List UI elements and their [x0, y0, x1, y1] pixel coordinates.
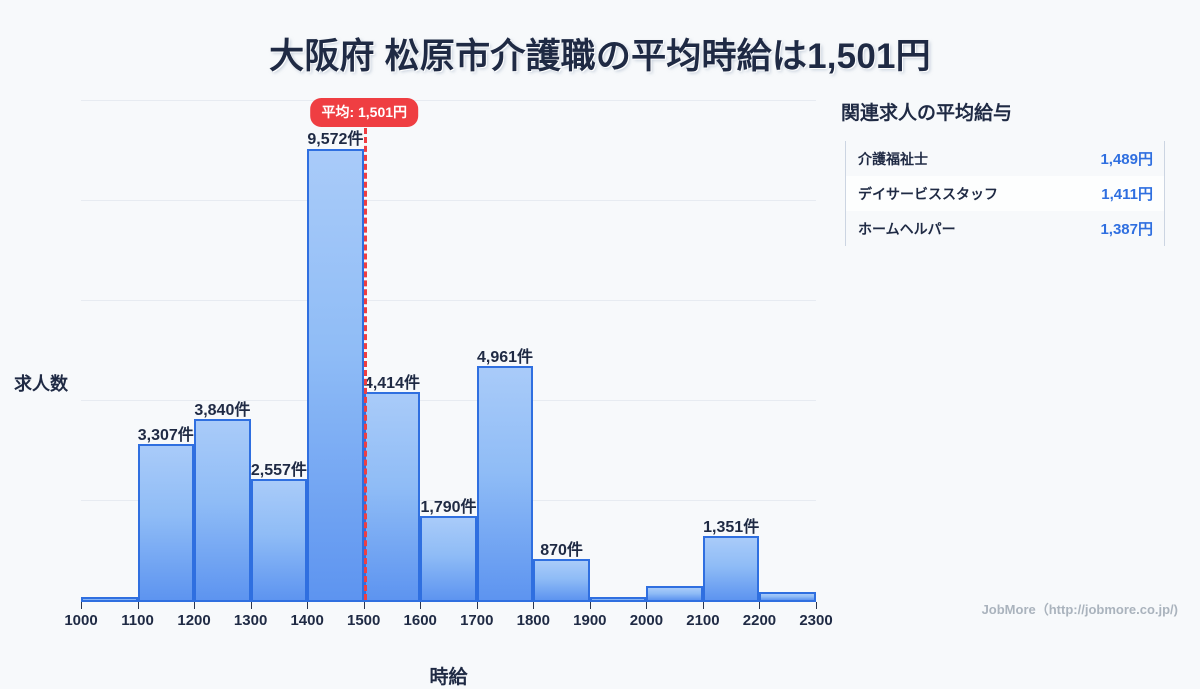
- x-axis-tick-label: 2300: [799, 612, 833, 629]
- page-title: 大阪府 松原市介護職の平均時給は1,501円: [269, 37, 931, 76]
- bar-value-label: 4,961件: [477, 348, 534, 366]
- x-axis-tick-label: 1500: [347, 612, 381, 629]
- bar-value-label: 2,557件: [250, 462, 307, 480]
- related-job-row[interactable]: デイサービススタッフ 1,411円: [846, 176, 1164, 211]
- average-wage-badge: 平均: 1,501円: [310, 98, 419, 127]
- related-job-value: 1,387円: [1100, 221, 1153, 238]
- x-axis-tick: [420, 602, 422, 609]
- x-axis-line: [81, 600, 816, 602]
- gridline: [81, 400, 816, 401]
- x-axis-tick: [476, 602, 478, 609]
- gridline: [81, 200, 816, 201]
- related-jobs-table: 介護福祉士 1,489円デイサービススタッフ 1,411円ホームヘルパー 1,387円: [845, 141, 1165, 246]
- bar-value-label: 3,307件: [137, 427, 194, 444]
- histogram-bar[interactable]: [759, 592, 816, 600]
- x-axis-tick: [137, 602, 139, 609]
- x-axis-tick: [250, 602, 252, 609]
- related-job-value: 1,489円: [1100, 151, 1153, 168]
- related-jobs-panel: 関連求人の平均給与 介護福祉士 1,489円デイサービススタッフ 1,411円ホーム…: [836, 98, 1176, 246]
- histogram-bar[interactable]: [476, 366, 534, 600]
- x-axis-tick: [589, 602, 591, 609]
- footer-credit: JobMore（http://jobmore.co.jp/): [981, 602, 1178, 617]
- related-job-label: デイサービススタッフ: [858, 185, 998, 202]
- x-axis-tick-label: 1600: [403, 612, 437, 629]
- histogram-bar[interactable]: [646, 586, 703, 600]
- bar-value-label: 3,840件: [194, 401, 251, 419]
- bar-value-label: 870件: [540, 541, 583, 559]
- x-axis-tick-label: 1400: [290, 612, 324, 629]
- related-job-row[interactable]: ホームヘルパー 1,387円: [846, 211, 1164, 246]
- bar-value-label: 4,414件: [363, 374, 420, 392]
- related-job-label: ホームヘルパー: [858, 220, 956, 237]
- related-jobs-title: 関連求人の平均給与: [841, 103, 1013, 124]
- x-axis-tick: [759, 602, 761, 609]
- bar-value-label: 9,572件: [307, 131, 364, 149]
- x-axis-tick-label: 1800: [516, 612, 550, 629]
- x-axis-tick-label: 1300: [233, 612, 268, 629]
- x-axis-tick: [194, 602, 196, 609]
- x-axis-tick-label: 2200: [742, 612, 777, 629]
- x-axis-tick-label: 2000: [629, 612, 664, 629]
- x-axis-tick: [81, 602, 82, 609]
- gridline: [81, 100, 816, 101]
- histogram-bar[interactable]: [702, 536, 760, 600]
- x-axis-title: 時給: [429, 667, 468, 688]
- x-axis-tick-label: 1900: [573, 612, 607, 629]
- histogram-bar[interactable]: [250, 479, 308, 600]
- x-axis-tick-label: 1100: [121, 612, 154, 629]
- x-axis-tick-label: 1000: [64, 612, 98, 629]
- related-job-label: 介護福祉士: [858, 150, 928, 167]
- plot-area: 3,307件 3,840件 2,557件 9,572件 4,414件 1,790件 4,96…: [81, 100, 816, 600]
- gridline: [81, 500, 816, 501]
- histogram-bar[interactable]: [194, 418, 251, 600]
- histogram-bar[interactable]: [307, 148, 364, 600]
- x-axis-tick-label: 1700: [460, 612, 494, 629]
- histogram-bar[interactable]: [533, 558, 590, 600]
- histogram-bar[interactable]: [137, 444, 195, 600]
- average-wage-line: [364, 128, 368, 600]
- x-axis-tick: [702, 602, 704, 609]
- x-axis-tick: [816, 602, 817, 609]
- related-job-row[interactable]: 介護福祉士 1,489円: [846, 141, 1164, 176]
- gridline: [81, 300, 816, 301]
- x-axis-tick-label: 2100: [686, 612, 720, 629]
- x-axis-tick: [533, 602, 535, 609]
- x-axis-tick: [646, 602, 648, 609]
- bar-value-label: 1,790件: [420, 498, 477, 516]
- histogram-bar[interactable]: [589, 596, 647, 600]
- bar-value-label: 1,351件: [703, 519, 760, 537]
- histogram-bar[interactable]: [420, 515, 477, 600]
- y-axis-title: 求人数: [14, 374, 68, 394]
- related-job-value: 1,411円: [1101, 186, 1153, 203]
- histogram-chart: 3,307件 3,840件 2,557件 9,572件 4,414件 1,790件 4,96…: [0, 90, 833, 688]
- x-axis-tick-label: 1200: [177, 612, 211, 629]
- x-axis-tick: [307, 602, 309, 609]
- histogram-bar[interactable]: [81, 597, 138, 600]
- x-axis-tick: [363, 602, 365, 609]
